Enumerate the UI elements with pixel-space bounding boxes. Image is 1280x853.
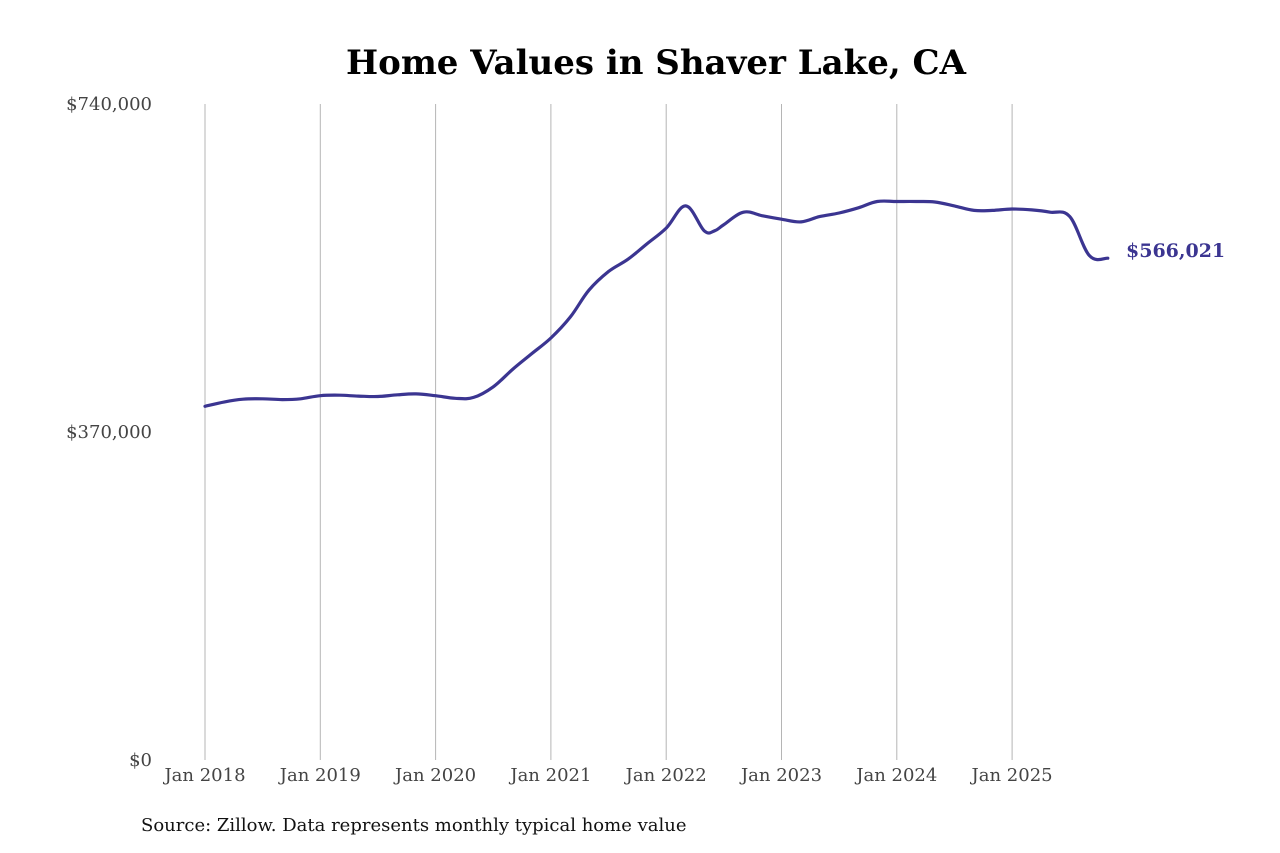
source-note: Source: Zillow. Data represents monthly … xyxy=(141,815,687,836)
chart-title: Home Values in Shaver Lake, CA xyxy=(346,43,967,83)
y-tick-label: $0 xyxy=(129,750,152,771)
home-value-line xyxy=(203,199,1110,408)
x-axis-ticks: Jan 2018 Jan 2019 Jan 2020 Jan 2021 Jan 2022… xyxy=(162,765,1052,786)
x-tick-label: Jan 2023 xyxy=(739,765,822,786)
x-tick-label: Jan 2021 xyxy=(508,765,591,786)
x-tick-label: Jan 2025 xyxy=(970,765,1053,786)
x-tick-label: Jan 2019 xyxy=(278,765,361,786)
latest-value-label: $566,021 xyxy=(1126,240,1225,262)
x-tick-label: Jan 2024 xyxy=(854,765,937,786)
y-tick-label: $370,000 xyxy=(66,422,152,443)
y-tick-label: $740,000 xyxy=(66,94,152,115)
grid-lines xyxy=(204,104,1013,760)
x-tick-label: Jan 2020 xyxy=(393,765,476,786)
y-axis-ticks: $740,000 $370,000 $0 xyxy=(66,94,152,771)
x-tick-label: Jan 2022 xyxy=(624,765,707,786)
x-tick-label: Jan 2018 xyxy=(162,765,245,786)
